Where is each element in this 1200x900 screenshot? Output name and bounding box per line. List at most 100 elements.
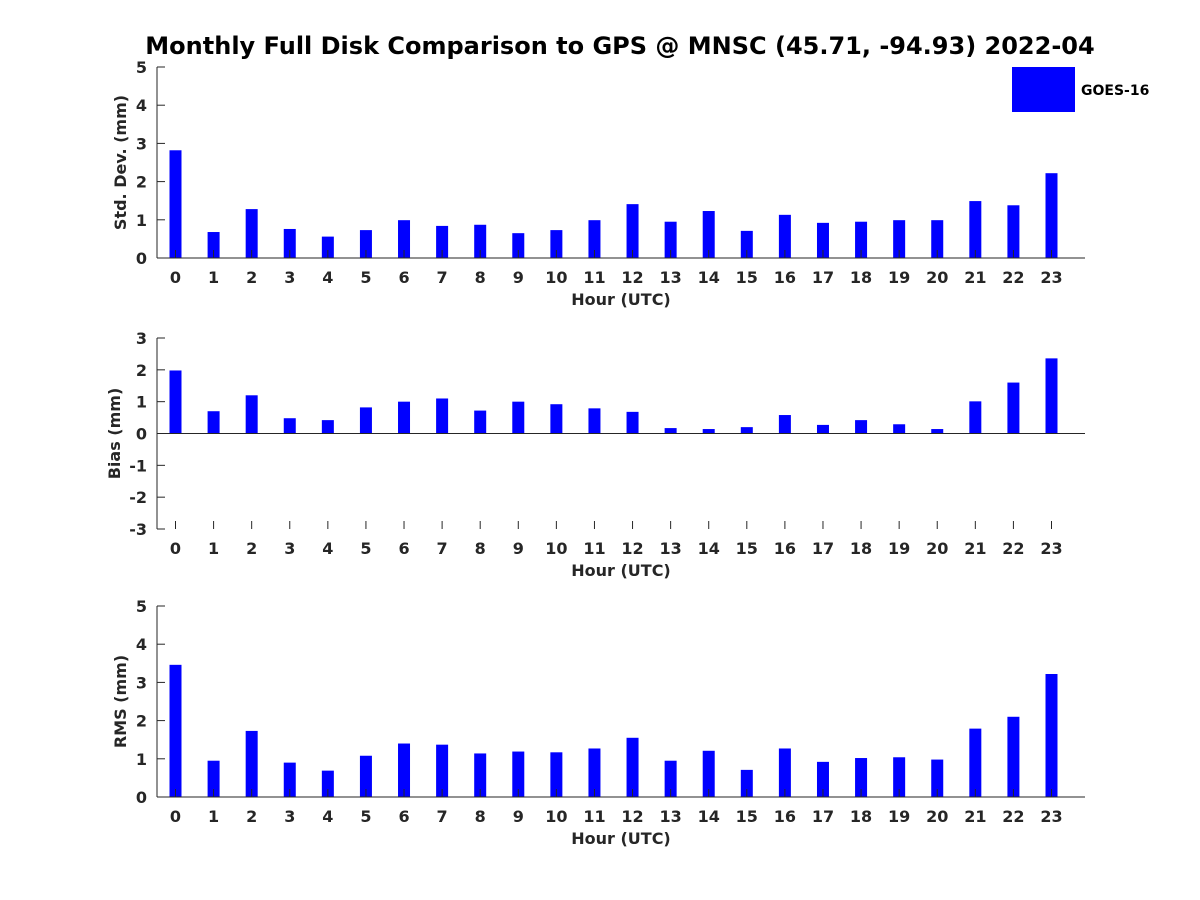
x-tick-label: 9 <box>513 539 524 558</box>
bar-hour-13 <box>664 221 677 258</box>
x-tick-label: 5 <box>360 807 371 826</box>
x-tick-label: 23 <box>1040 807 1062 826</box>
x-tick-label: 5 <box>360 539 371 558</box>
x-tick-label: 18 <box>850 268 872 287</box>
x-tick-label: 21 <box>964 807 986 826</box>
y-axis-label: Bias (mm) <box>105 388 124 480</box>
bar-hour-19 <box>893 220 906 258</box>
x-tick-label: 6 <box>398 807 409 826</box>
x-tick-label: 23 <box>1040 539 1062 558</box>
y-tick-label: 1 <box>136 393 147 412</box>
bar-hour-10 <box>550 404 563 434</box>
bar-hour-2 <box>245 395 258 434</box>
bar-hour-2 <box>245 730 258 797</box>
bar-hour-23 <box>1045 673 1058 797</box>
bar-hour-15 <box>740 769 753 797</box>
x-tick-label: 3 <box>284 539 295 558</box>
bar-hour-20 <box>931 220 944 258</box>
bar-hour-14 <box>702 211 715 258</box>
x-tick-label: 7 <box>437 539 448 558</box>
bar-hour-1 <box>207 411 220 434</box>
bar-hour-3 <box>283 228 296 258</box>
bar-hour-19 <box>893 424 906 434</box>
chart-title: Monthly Full Disk Comparison to GPS @ MN… <box>145 32 1094 60</box>
y-tick-label: 3 <box>136 329 147 348</box>
y-tick-label: -1 <box>129 456 147 475</box>
x-tick-label: 18 <box>850 539 872 558</box>
bar-hour-16 <box>778 748 791 797</box>
bar-hour-12 <box>626 737 639 797</box>
y-tick-label: 0 <box>136 788 147 807</box>
x-tick-label: 11 <box>583 268 605 287</box>
x-tick-label: 16 <box>774 539 796 558</box>
x-tick-label: 18 <box>850 807 872 826</box>
legend-swatch <box>1012 67 1075 112</box>
x-tick-label: 9 <box>513 807 524 826</box>
bar-hour-21 <box>969 401 982 434</box>
bar-hour-1 <box>207 760 220 797</box>
x-tick-label: 1 <box>208 268 219 287</box>
x-tick-label: 7 <box>437 807 448 826</box>
x-tick-label: 15 <box>736 807 758 826</box>
x-tick-label: 4 <box>322 807 333 826</box>
x-tick-label: 21 <box>964 539 986 558</box>
x-tick-label: 13 <box>659 268 681 287</box>
bar-hour-22 <box>1007 205 1020 258</box>
bar-hour-20 <box>931 429 944 434</box>
x-tick-label: 19 <box>888 539 910 558</box>
bar-hour-0 <box>169 664 182 797</box>
x-tick-label: 21 <box>964 268 986 287</box>
bar-hour-10 <box>550 752 563 797</box>
x-axis-label: Hour (UTC) <box>571 290 671 309</box>
bar-hour-9 <box>512 233 525 258</box>
bar-hour-5 <box>359 755 372 797</box>
x-tick-label: 13 <box>659 539 681 558</box>
x-tick-label: 19 <box>888 268 910 287</box>
x-tick-label: 1 <box>208 539 219 558</box>
x-tick-label: 6 <box>398 268 409 287</box>
x-tick-label: 3 <box>284 807 295 826</box>
bar-hour-14 <box>702 429 715 434</box>
bar-hour-17 <box>816 222 829 258</box>
bar-hour-23 <box>1045 358 1058 434</box>
bar-hour-6 <box>398 401 411 434</box>
bar-hour-8 <box>474 410 487 434</box>
bar-hour-7 <box>436 398 449 434</box>
bar-hour-17 <box>816 761 829 797</box>
x-tick-label: 3 <box>284 268 295 287</box>
bar-hour-9 <box>512 751 525 797</box>
x-tick-label: 10 <box>545 268 567 287</box>
y-tick-label: 5 <box>136 58 147 77</box>
x-tick-label: 23 <box>1040 268 1062 287</box>
bar-hour-18 <box>855 221 868 258</box>
bar-hour-3 <box>283 762 296 797</box>
x-tick-label: 5 <box>360 268 371 287</box>
x-tick-label: 16 <box>774 807 796 826</box>
bar-hour-11 <box>588 408 601 434</box>
bar-hour-14 <box>702 750 715 797</box>
legend-label: GOES-16 <box>1081 83 1149 99</box>
y-tick-label: 1 <box>136 211 147 230</box>
y-tick-label: 4 <box>136 635 147 654</box>
bar-hour-22 <box>1007 716 1020 797</box>
y-tick-label: -3 <box>129 520 147 539</box>
bar-hour-15 <box>740 427 753 434</box>
bar-hour-16 <box>778 214 791 258</box>
bar-hour-11 <box>588 220 601 258</box>
bar-hour-4 <box>321 236 334 258</box>
x-axis-label: Hour (UTC) <box>571 561 671 580</box>
x-tick-label: 8 <box>475 539 486 558</box>
x-tick-label: 17 <box>812 268 834 287</box>
bar-hour-15 <box>740 230 753 258</box>
y-tick-label: 1 <box>136 750 147 769</box>
bar-hour-2 <box>245 209 258 258</box>
bar-hour-18 <box>855 420 868 434</box>
x-tick-label: 10 <box>545 807 567 826</box>
legend: GOES-16 <box>1012 67 1149 112</box>
y-tick-label: 5 <box>136 597 147 616</box>
x-tick-label: 13 <box>659 807 681 826</box>
